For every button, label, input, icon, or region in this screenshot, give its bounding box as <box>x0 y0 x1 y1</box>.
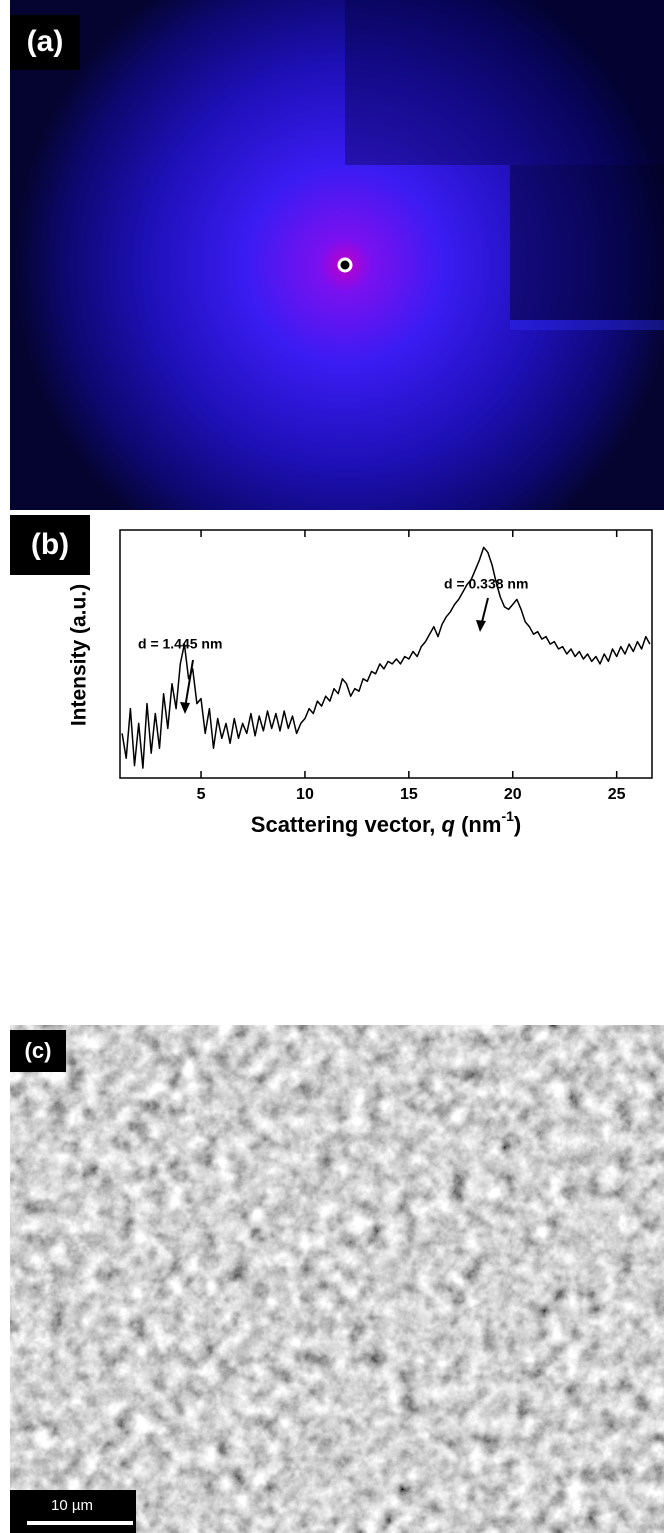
chart: (b) Intensity (a.u.) Scattering vector, … <box>10 515 653 837</box>
x-axis-label-part: -1 <box>501 808 514 824</box>
scattering-image <box>10 0 664 510</box>
x-tick-label: 15 <box>400 786 418 803</box>
sem-texture <box>10 1025 664 1533</box>
x-tick-label: 5 <box>197 786 206 803</box>
detector-gap <box>510 165 664 320</box>
x-axis-label-part: (nm <box>455 812 501 837</box>
x-tick-label: 20 <box>504 786 522 803</box>
scale-bar <box>27 1521 133 1525</box>
scale-bar-label: 10 µm <box>51 1497 93 1514</box>
panel-label-box <box>10 515 90 575</box>
annotation-arrowhead <box>180 702 190 714</box>
x-axis-label: Scattering vector, q (nm-1) <box>251 808 521 837</box>
y-axis-label: Intensity (a.u.) <box>68 584 91 726</box>
annotation: d = 1.445 nm <box>138 636 222 652</box>
scale-bar-box <box>10 1490 136 1533</box>
x-axis-label-part: q <box>442 812 456 837</box>
x-tick-label: 10 <box>296 786 314 803</box>
panel-label-box <box>10 1030 66 1072</box>
annotation-arrowhead <box>476 620 486 632</box>
plot-frame <box>119 529 653 779</box>
panel-label: (a) <box>27 25 64 58</box>
panel-label-box <box>10 15 80 70</box>
beam-stop <box>337 257 353 273</box>
detector-gap <box>345 0 664 165</box>
x-axis-label-part: ) <box>514 812 521 837</box>
annotation-arrow <box>184 659 194 709</box>
detector-gap <box>510 320 664 330</box>
panel-label: (c) <box>25 1038 52 1063</box>
x-axis-label-part: Scattering vector, <box>251 812 442 837</box>
panel-label: (b) <box>31 528 69 561</box>
annotation: d = 0.338 nm <box>444 576 528 592</box>
data-line <box>121 546 651 769</box>
x-tick-label: 25 <box>608 786 626 803</box>
